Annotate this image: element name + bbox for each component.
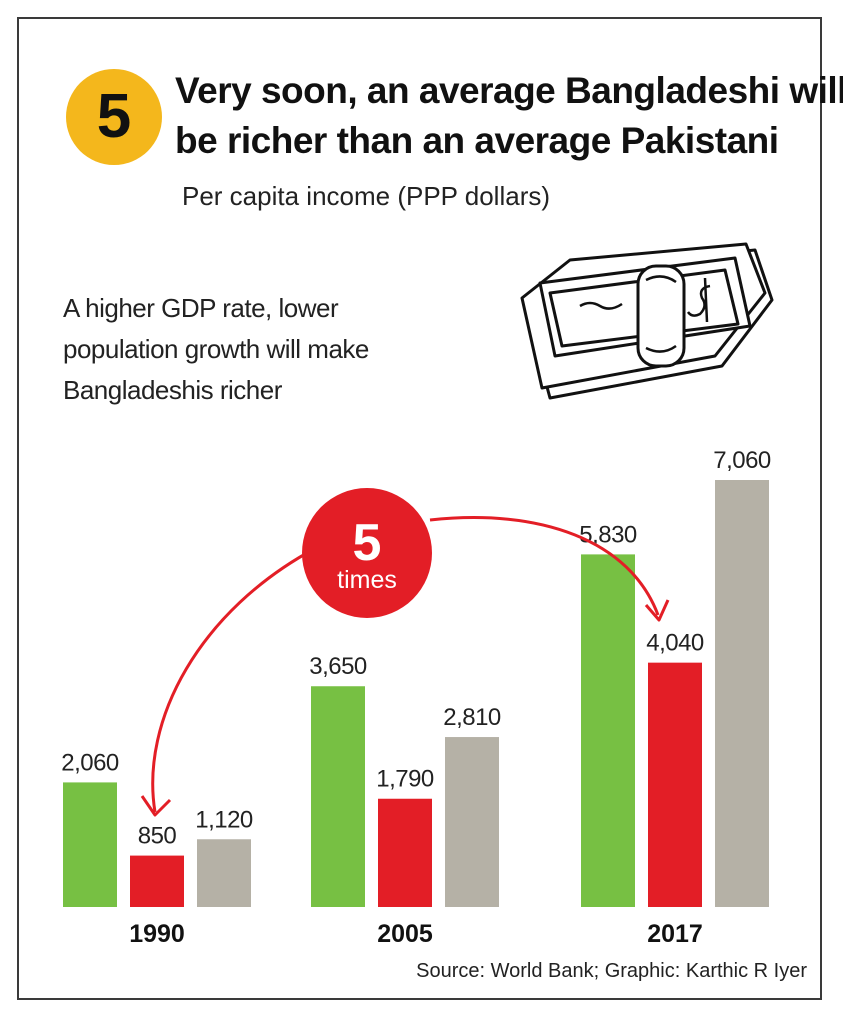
category-label-2017: 2017 <box>647 920 703 948</box>
arrow-to-2017 <box>429 516 660 616</box>
number-badge <box>66 69 162 165</box>
title-line-1: Very soon, an average Bangladeshi will <box>175 70 843 111</box>
money-bundle-icon <box>520 242 774 400</box>
callout-label: times <box>337 566 397 594</box>
annotation-text: A higher GDP rate, lower population grow… <box>63 293 369 405</box>
bar-2017-series-2 <box>648 662 702 907</box>
category-label-2005: 2005 <box>377 920 433 948</box>
infographic-frame <box>17 17 822 1000</box>
callout-number: 5 <box>353 514 382 572</box>
arrow-head-1990 <box>140 795 172 817</box>
arrow-head-2017 <box>644 599 670 622</box>
subtitle: Per capita income (PPP dollars) <box>182 181 551 211</box>
bar-2005-series-1 <box>311 686 365 907</box>
category-label-1990: 1990 <box>129 920 185 948</box>
value-label-1990-series-1: 2,060 <box>61 749 119 776</box>
callout-circle <box>302 488 432 618</box>
badge-number: 5 <box>96 82 132 151</box>
bar-2017-series-3 <box>715 480 769 907</box>
bar-1990-series-3 <box>197 839 251 907</box>
title-line-2: be richer than an average Pakistani <box>175 120 779 161</box>
bar-1990-series-1 <box>63 782 117 907</box>
value-label-2005-series-3: 2,810 <box>443 704 501 731</box>
bar-2005-series-3 <box>445 737 499 907</box>
bar-1990-series-2 <box>130 855 184 907</box>
bar-2017-series-1 <box>581 554 635 907</box>
source-credit: Source: World Bank; Graphic: Karthic R I… <box>416 960 807 982</box>
value-label-2005-series-2: 1,790 <box>376 766 434 793</box>
arrow-1990-to-2017 <box>151 546 317 813</box>
value-label-1990-series-3: 1,120 <box>195 806 253 833</box>
value-label-2017-series-2: 4,040 <box>646 630 704 657</box>
value-label-2017-series-3: 7,060 <box>713 447 771 474</box>
value-label-2005-series-1: 3,650 <box>309 653 367 680</box>
bar-2005-series-2 <box>378 798 432 907</box>
value-label-1990-series-2: 850 <box>138 823 177 850</box>
value-label-2017-series-1: 5,830 <box>579 521 637 548</box>
